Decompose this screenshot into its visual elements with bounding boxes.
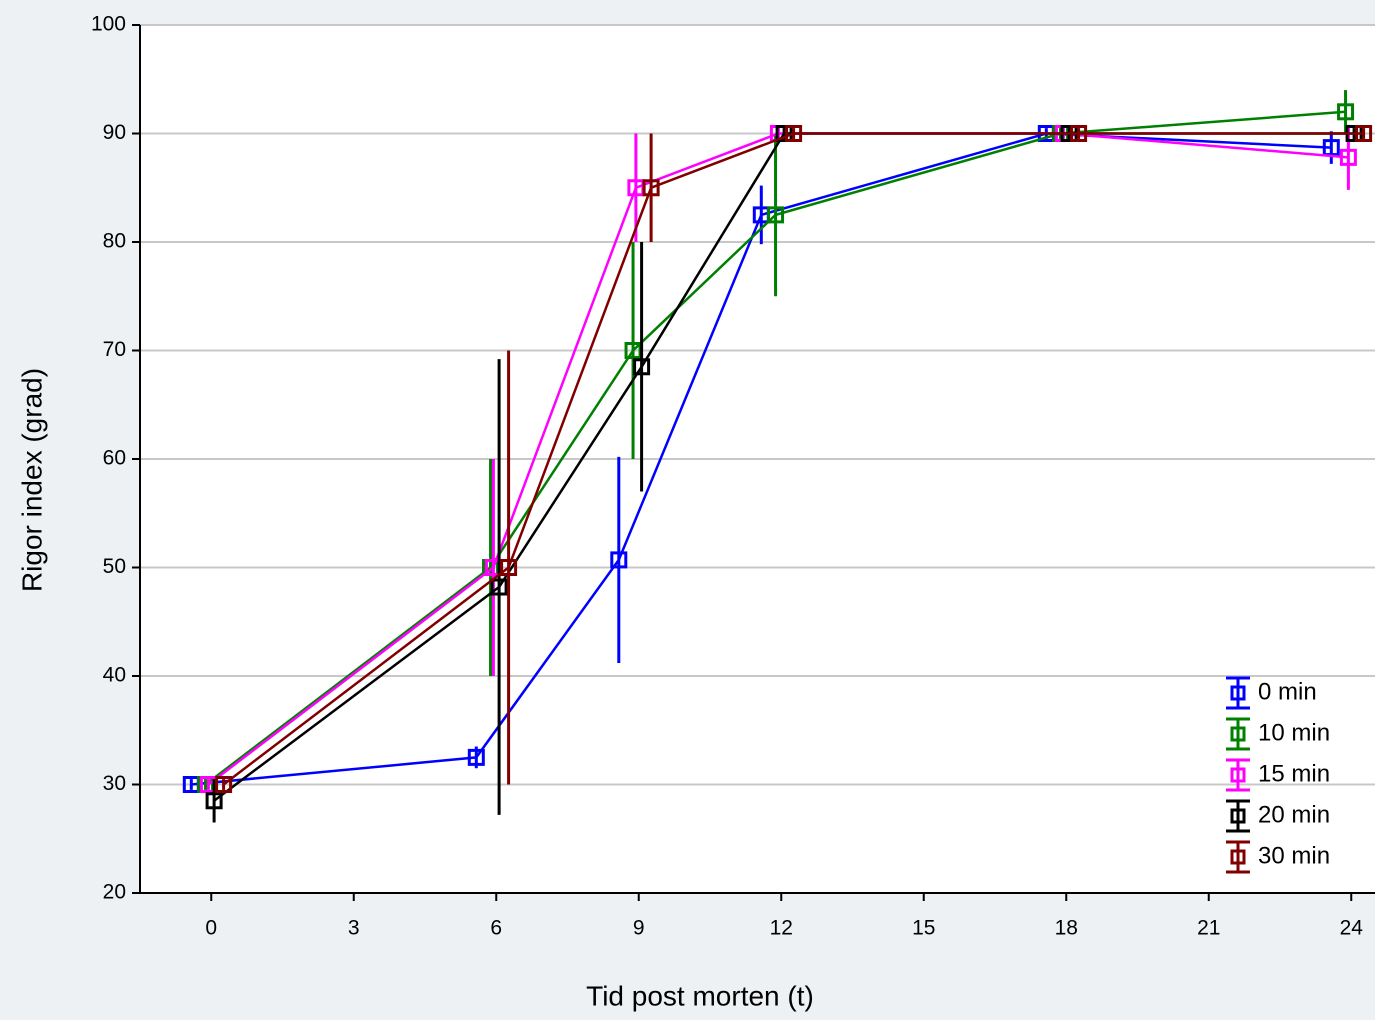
marker (785, 125, 803, 142)
marker (642, 179, 660, 197)
marker (500, 559, 518, 576)
legend-marker (1230, 849, 1246, 865)
y-axis-title: Rigor index (grad) (16, 368, 47, 592)
y-tick-label: 50 (103, 555, 126, 578)
marker (1339, 148, 1357, 166)
y-tick-label: 80 (103, 230, 126, 253)
marker (1322, 139, 1340, 157)
marker (767, 206, 785, 224)
x-tick-label: 21 (1197, 917, 1220, 940)
marker (610, 551, 628, 569)
marker (624, 342, 642, 359)
y-tick-label: 100 (91, 13, 126, 36)
y-tick-label: 90 (103, 121, 126, 144)
legend-label: 15 min (1258, 760, 1330, 787)
y-tick-label: 30 (103, 772, 126, 795)
marker (633, 358, 651, 376)
series-line (222, 132, 1364, 786)
y-tick-label: 20 (103, 881, 126, 904)
legend-marker (1230, 685, 1246, 701)
legend-marker (1230, 767, 1246, 783)
series-line (204, 110, 1346, 786)
legend-label: 0 min (1258, 678, 1317, 705)
x-tick-label: 15 (912, 917, 935, 940)
x-tick-label: 24 (1340, 917, 1364, 940)
marker (205, 792, 223, 810)
legend-label: 20 min (1258, 801, 1330, 828)
x-tick-label: 18 (1055, 917, 1078, 940)
y-tick-label: 60 (103, 447, 126, 470)
marker (1337, 103, 1355, 121)
legend-label: 10 min (1258, 719, 1330, 746)
x-axis-title: Tid post morten (t) (586, 980, 814, 1011)
legend-marker (1230, 726, 1246, 742)
legend-label: 30 min (1258, 842, 1330, 869)
x-tick-label: 9 (633, 917, 645, 940)
y-tick-label: 40 (103, 664, 126, 687)
y-tick-label: 70 (103, 338, 126, 361)
x-tick-label: 12 (770, 917, 793, 940)
x-tick-label: 0 (205, 917, 217, 940)
marker (467, 748, 485, 766)
x-tick-label: 3 (348, 917, 360, 940)
marker (1355, 125, 1373, 142)
x-tick-label: 6 (490, 917, 502, 940)
marker (1070, 125, 1088, 142)
marker (490, 578, 508, 596)
marker (215, 776, 233, 793)
series-line (207, 132, 1349, 786)
legend-marker (1230, 808, 1246, 824)
